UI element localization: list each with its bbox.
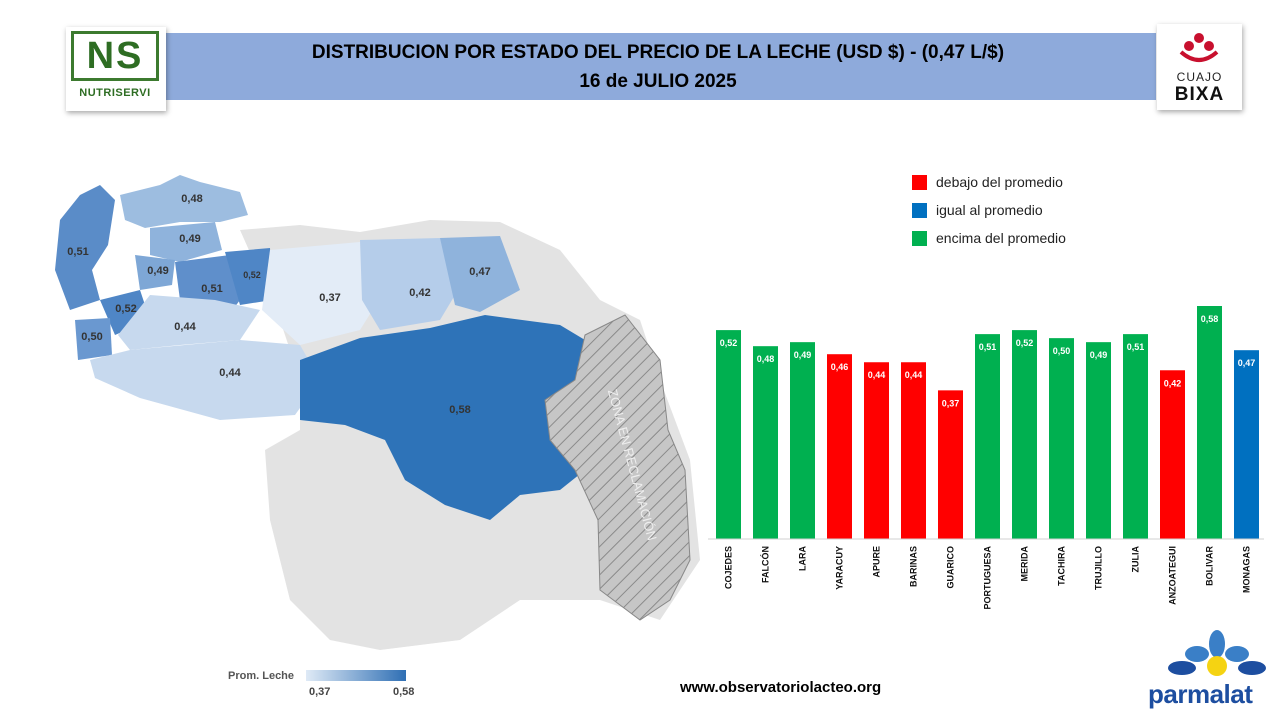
state-trujillo[interactable] xyxy=(135,255,175,290)
map-label-falcon: 0,48 xyxy=(181,193,202,205)
map-label-portuguesa: 0,51 xyxy=(201,283,222,295)
bar-monagas xyxy=(1234,350,1259,539)
category-label: YARACUY xyxy=(835,546,845,590)
legend-swatch-below xyxy=(912,175,927,190)
legend-label-above: encima del promedio xyxy=(936,230,1066,246)
venezuela-map: 0,51 0,48 0,49 0,49 0,51 0,52 0,52 0,50 … xyxy=(55,175,700,650)
bar-value-label: 0,49 xyxy=(794,350,812,360)
bar-value-label: 0,44 xyxy=(868,370,886,380)
state-monagas[interactable] xyxy=(440,236,520,312)
bar-zulia xyxy=(1123,334,1148,539)
bar-yaracuy xyxy=(827,354,852,539)
bar-anzoategui xyxy=(1160,370,1185,539)
bixa-label: BIXA xyxy=(1174,84,1225,105)
scale-title: Prom. Leche xyxy=(228,670,295,682)
bar-value-label: 0,46 xyxy=(831,362,849,372)
map-label-lara: 0,49 xyxy=(179,233,200,245)
bar-merida xyxy=(1012,330,1037,539)
map-label-monagas: 0,47 xyxy=(469,266,490,278)
chart-title: DISTRIBUCION POR ESTADO DEL PRECIO DE LA… xyxy=(311,42,1005,63)
bar-value-label: 0,58 xyxy=(1201,314,1219,324)
state-zulia[interactable] xyxy=(55,185,115,310)
map-label-trujillo: 0,49 xyxy=(147,265,168,277)
bar-trujillo xyxy=(1086,342,1111,539)
cuajo-bixa-icon xyxy=(1179,33,1219,62)
state-bolivar[interactable] xyxy=(300,315,585,520)
parmalat-logo-text: parmalat xyxy=(1148,679,1253,709)
category-label: GUARICO xyxy=(946,546,956,589)
category-label: FALCÓN xyxy=(760,546,771,583)
scale-min-label: 0,37 xyxy=(309,686,331,698)
parmalat-flower-icon xyxy=(1168,630,1266,676)
bar-falcón xyxy=(753,346,778,539)
bar-value-label: 0,44 xyxy=(905,370,923,380)
bar-portuguesa xyxy=(975,334,1000,539)
bar-barinas xyxy=(901,362,926,539)
nutriservi-logo-name: NUTRISERVI xyxy=(79,87,151,99)
bar-value-label: 0,47 xyxy=(1238,358,1256,368)
category-label: TRUJILLO xyxy=(1094,546,1104,590)
nutriservi-logo-frame xyxy=(71,31,159,81)
bar-value-label: 0,49 xyxy=(1090,350,1108,360)
map-states xyxy=(55,175,585,520)
bar-value-label: 0,50 xyxy=(1053,346,1071,356)
map-label-anzoategui: 0,42 xyxy=(409,287,430,299)
map-label-zulia: 0,51 xyxy=(67,246,88,258)
nutriservi-logo: NS NUTRISERVI xyxy=(66,27,166,111)
category-label: BARINAS xyxy=(909,546,919,587)
map-label-barinas: 0,44 xyxy=(174,321,196,333)
chart-date: 16 de JULIO 2025 xyxy=(579,71,737,92)
chart-bars: 0,52 COJEDES 0,48 FALCÓN 0,49 LARA 0,46 YARACUY… xyxy=(708,306,1264,610)
map-label-cojedes: 0,52 xyxy=(243,270,261,280)
category-label: LARA xyxy=(798,546,808,571)
map-label-merida: 0,52 xyxy=(115,303,136,315)
map-label-bolivar: 0,58 xyxy=(449,404,470,416)
map-label-guarico: 0,37 xyxy=(319,292,340,304)
category-label: APURE xyxy=(872,546,882,578)
bar-value-label: 0,51 xyxy=(1127,342,1145,352)
cuajo-label: CUAJO xyxy=(1176,70,1223,84)
category-label: BOLIVAR xyxy=(1205,546,1215,586)
state-cojedes[interactable] xyxy=(225,248,272,305)
category-label: MERIDA xyxy=(1020,546,1030,582)
bar-lara xyxy=(790,342,815,539)
map-label-tachira: 0,50 xyxy=(81,331,102,343)
state-tachira[interactable] xyxy=(75,318,112,360)
legend-swatch-above xyxy=(912,231,927,246)
bar-value-label: 0,48 xyxy=(757,354,775,364)
state-apure[interactable] xyxy=(90,340,320,420)
claim-zone xyxy=(544,314,691,621)
category-label: MONAGAS xyxy=(1242,546,1252,593)
state-falcon[interactable] xyxy=(120,175,248,228)
state-lara[interactable] xyxy=(150,222,222,262)
category-label: ANZOATEGUI xyxy=(1168,546,1178,605)
legend-label-equal: igual al promedio xyxy=(936,202,1043,218)
cuajo-bixa-logo: CUAJO BIXA xyxy=(1157,24,1242,110)
bar-tachira xyxy=(1049,338,1074,539)
scale-max-label: 0,58 xyxy=(393,686,415,698)
category-label: COJEDES xyxy=(724,546,734,589)
bar-value-label: 0,37 xyxy=(942,398,960,408)
bar-apure xyxy=(864,362,889,539)
bar-value-label: 0,52 xyxy=(1016,338,1034,348)
legend-label-below: debajo del promedio xyxy=(936,174,1063,190)
website-url[interactable]: www.observatoriolacteo.org xyxy=(680,679,882,696)
scale-gradient-bar xyxy=(306,670,406,681)
category-label: TACHIRA xyxy=(1057,546,1067,586)
map-label-apure: 0,44 xyxy=(219,367,241,379)
nutriservi-logo-letters: NS xyxy=(86,35,144,77)
bar-value-label: 0,42 xyxy=(1164,378,1182,388)
state-barinas[interactable] xyxy=(118,295,260,350)
bar-value-label: 0,52 xyxy=(720,338,738,348)
title-banner xyxy=(160,33,1156,100)
category-label: ZULIA xyxy=(1131,546,1141,573)
state-anzoategui[interactable] xyxy=(360,238,470,330)
category-label: PORTUGUESA xyxy=(983,546,993,610)
bar-bolivar xyxy=(1197,306,1222,539)
bar-guarico xyxy=(938,390,963,539)
bar-value-label: 0,51 xyxy=(979,342,997,352)
legend-swatch-equal xyxy=(912,203,927,218)
state-guarico[interactable] xyxy=(262,242,385,345)
